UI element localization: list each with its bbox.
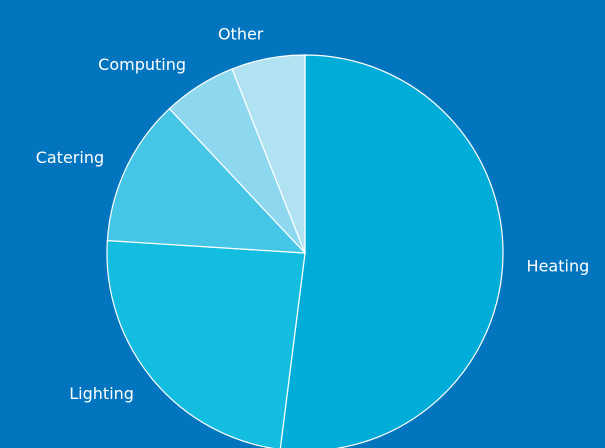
pie-slice (231, 54, 306, 254)
pie-slice (106, 239, 306, 448)
pie-slice (106, 107, 307, 254)
slice-label: Lighting (69, 384, 134, 403)
slice-label: Other (218, 24, 264, 43)
slice-label: Heating (527, 256, 590, 275)
pie-slice (279, 54, 504, 448)
slice-label: Catering (36, 148, 104, 167)
slice-label: Computing (98, 55, 186, 74)
